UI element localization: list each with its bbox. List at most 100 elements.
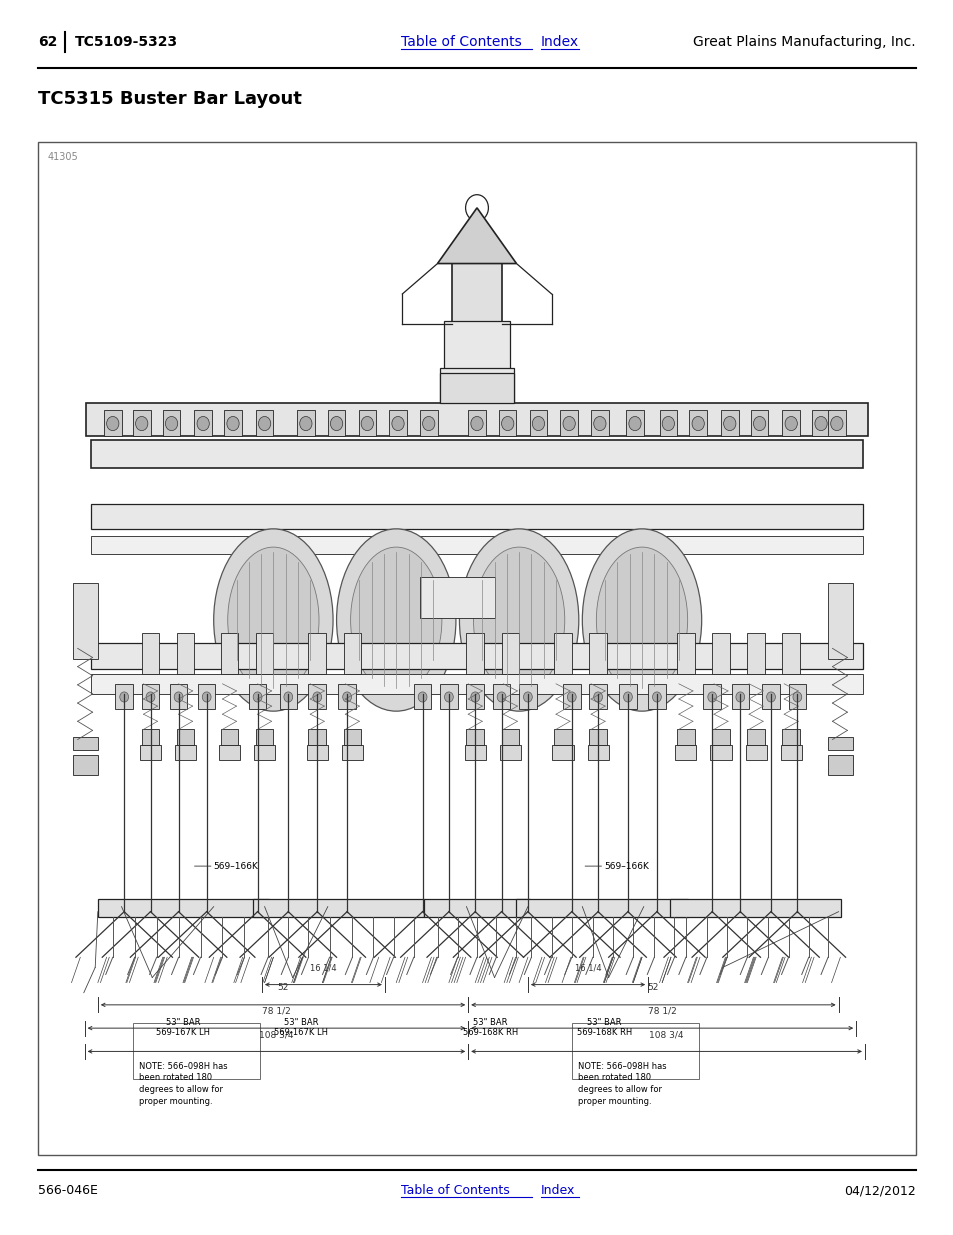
Bar — [220, 730, 238, 745]
Bar — [343, 634, 361, 674]
Bar — [104, 410, 121, 436]
Bar — [224, 410, 241, 436]
Text: 53" BAR
569-168K RH: 53" BAR 569-168K RH — [462, 1018, 517, 1037]
Bar — [675, 745, 696, 760]
Bar — [424, 899, 529, 916]
Bar — [253, 745, 274, 760]
Ellipse shape — [593, 416, 605, 431]
Ellipse shape — [623, 692, 632, 701]
Bar — [827, 755, 852, 776]
Ellipse shape — [342, 692, 351, 701]
Bar — [219, 745, 240, 760]
Ellipse shape — [146, 692, 154, 701]
Bar — [255, 410, 274, 436]
Bar — [745, 745, 766, 760]
Text: Index: Index — [540, 35, 578, 49]
Text: 78 1/2: 78 1/2 — [647, 1007, 676, 1015]
Text: Index: Index — [540, 1184, 575, 1197]
Ellipse shape — [422, 416, 435, 431]
Bar — [439, 373, 514, 404]
Ellipse shape — [652, 692, 660, 701]
Bar — [720, 410, 738, 436]
Text: Table of Contents: Table of Contents — [400, 1184, 509, 1197]
Bar — [194, 410, 212, 436]
Bar — [414, 684, 431, 709]
Bar — [98, 899, 269, 916]
Text: 569–166K: 569–166K — [213, 862, 258, 871]
Text: 62: 62 — [38, 35, 57, 49]
Ellipse shape — [253, 692, 262, 701]
Ellipse shape — [459, 529, 578, 711]
Bar — [625, 410, 643, 436]
Ellipse shape — [313, 692, 321, 701]
Bar — [501, 634, 518, 674]
Bar — [308, 634, 326, 674]
Bar — [618, 684, 636, 709]
Bar — [176, 634, 194, 674]
Bar — [466, 730, 483, 745]
Bar — [443, 321, 510, 369]
Ellipse shape — [351, 547, 441, 693]
Bar — [91, 673, 862, 694]
Bar — [439, 368, 514, 404]
Text: 52: 52 — [277, 983, 289, 993]
Ellipse shape — [792, 692, 801, 701]
Ellipse shape — [473, 547, 564, 693]
Bar — [587, 745, 608, 760]
Bar — [464, 745, 485, 760]
Text: 53" BAR
569-167K LH: 53" BAR 569-167K LH — [155, 1018, 210, 1037]
Ellipse shape — [753, 416, 765, 431]
Ellipse shape — [567, 692, 576, 701]
Ellipse shape — [497, 692, 505, 701]
Bar — [811, 410, 829, 436]
Ellipse shape — [258, 416, 271, 431]
Bar — [589, 730, 606, 745]
Ellipse shape — [330, 416, 342, 431]
Bar — [439, 684, 457, 709]
Bar — [827, 737, 852, 750]
Text: Table of Contents: Table of Contents — [400, 35, 521, 49]
Text: 108 3/4: 108 3/4 — [259, 1030, 294, 1039]
Ellipse shape — [392, 416, 404, 431]
Bar — [175, 745, 196, 760]
Bar — [142, 684, 159, 709]
Ellipse shape — [471, 416, 482, 431]
Bar — [142, 730, 159, 745]
Text: 04/12/2012: 04/12/2012 — [843, 1184, 915, 1197]
Bar — [176, 730, 194, 745]
Ellipse shape — [284, 692, 293, 701]
Bar — [780, 745, 801, 760]
Bar — [343, 730, 361, 745]
Polygon shape — [437, 207, 516, 263]
Text: 53" BAR
569-168K RH: 53" BAR 569-168K RH — [576, 1018, 631, 1037]
Bar — [115, 684, 132, 709]
Bar — [731, 684, 748, 709]
Bar — [249, 684, 266, 709]
Bar — [552, 745, 573, 760]
Bar — [220, 634, 238, 674]
Bar — [468, 410, 485, 436]
Bar — [91, 643, 862, 668]
Text: TC5315 Buster Bar Layout: TC5315 Buster Bar Layout — [38, 90, 302, 109]
Ellipse shape — [165, 416, 177, 431]
Text: TC5109-5323: TC5109-5323 — [74, 35, 177, 49]
Ellipse shape — [227, 416, 239, 431]
Ellipse shape — [723, 416, 735, 431]
Bar — [73, 737, 98, 750]
Ellipse shape — [691, 416, 703, 431]
Bar — [419, 410, 437, 436]
Text: 16 1/4: 16 1/4 — [574, 963, 600, 972]
Bar — [647, 684, 665, 709]
Bar — [677, 730, 694, 745]
Ellipse shape — [135, 416, 148, 431]
Ellipse shape — [107, 416, 119, 431]
Bar — [554, 634, 571, 674]
Bar — [498, 410, 516, 436]
Bar — [73, 755, 98, 776]
Bar — [712, 634, 729, 674]
Ellipse shape — [174, 692, 183, 701]
Bar — [466, 684, 483, 709]
Bar — [132, 1023, 260, 1079]
Text: 108 3/4: 108 3/4 — [649, 1030, 683, 1039]
Bar — [308, 684, 326, 709]
